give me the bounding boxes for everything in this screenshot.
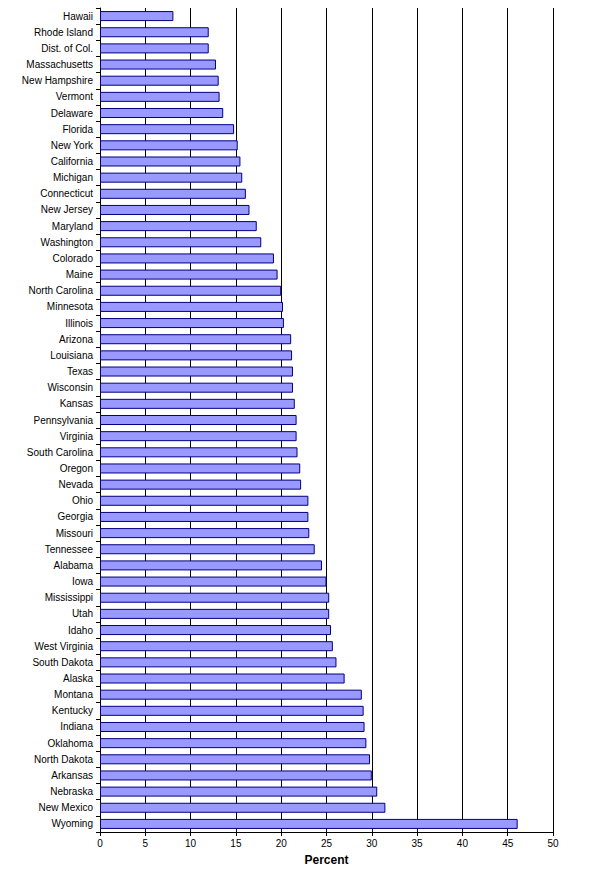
svg-text:Kansas: Kansas xyxy=(60,398,93,409)
svg-text:Montana: Montana xyxy=(54,689,93,700)
svg-text:Massachusetts: Massachusetts xyxy=(26,59,93,70)
svg-text:New York: New York xyxy=(51,140,94,151)
svg-text:Maine: Maine xyxy=(66,269,94,280)
svg-text:Mississippi: Mississippi xyxy=(45,592,93,603)
svg-text:Iowa: Iowa xyxy=(72,576,94,587)
svg-text:Wisconsin: Wisconsin xyxy=(47,382,93,393)
svg-text:Kentucky: Kentucky xyxy=(52,705,93,716)
svg-text:Washington: Washington xyxy=(41,237,93,248)
svg-text:Missouri: Missouri xyxy=(56,528,93,539)
svg-text:35: 35 xyxy=(412,838,424,849)
svg-text:West Virginia: West Virginia xyxy=(34,641,93,652)
svg-text:Texas: Texas xyxy=(67,366,93,377)
svg-text:Maryland: Maryland xyxy=(52,221,93,232)
svg-text:Alaska: Alaska xyxy=(63,673,93,684)
svg-text:Rhode Island: Rhode Island xyxy=(34,27,93,38)
svg-text:Arkansas: Arkansas xyxy=(51,770,93,781)
svg-text:15: 15 xyxy=(230,838,242,849)
svg-text:Oklahoma: Oklahoma xyxy=(47,738,93,749)
svg-text:Pennsylvania: Pennsylvania xyxy=(34,415,94,426)
svg-text:25: 25 xyxy=(321,838,333,849)
svg-text:Connecticut: Connecticut xyxy=(40,188,93,199)
svg-text:Nevada: Nevada xyxy=(59,479,94,490)
svg-text:50: 50 xyxy=(547,838,559,849)
svg-text:Arizona: Arizona xyxy=(59,334,93,345)
svg-text:Florida: Florida xyxy=(62,124,93,135)
svg-text:Nebraska: Nebraska xyxy=(50,786,93,797)
svg-text:Louisiana: Louisiana xyxy=(50,350,93,361)
svg-text:Ohio: Ohio xyxy=(72,495,94,506)
svg-text:South Carolina: South Carolina xyxy=(27,447,94,458)
svg-text:Idaho: Idaho xyxy=(68,625,93,636)
svg-text:New Hampshire: New Hampshire xyxy=(22,75,94,86)
svg-text:Utah: Utah xyxy=(72,608,93,619)
svg-text:Minnesota: Minnesota xyxy=(47,301,94,312)
svg-text:30: 30 xyxy=(366,838,378,849)
svg-text:Dist. of Col.: Dist. of Col. xyxy=(41,43,93,54)
svg-text:Percent: Percent xyxy=(304,853,348,867)
svg-text:Wyoming: Wyoming xyxy=(51,818,93,829)
svg-text:New Jersey: New Jersey xyxy=(41,204,93,215)
svg-text:Colorado: Colorado xyxy=(52,253,93,264)
svg-text:Georgia: Georgia xyxy=(57,511,93,522)
svg-text:Tennessee: Tennessee xyxy=(45,544,94,555)
svg-text:10: 10 xyxy=(185,838,197,849)
svg-text:North Dakota: North Dakota xyxy=(34,754,93,765)
svg-text:40: 40 xyxy=(457,838,469,849)
svg-text:Oregon: Oregon xyxy=(60,463,93,474)
svg-text:Delaware: Delaware xyxy=(51,108,94,119)
svg-text:Michigan: Michigan xyxy=(53,172,93,183)
svg-text:Vermont: Vermont xyxy=(56,91,93,102)
svg-text:45: 45 xyxy=(502,838,514,849)
svg-text:Virginia: Virginia xyxy=(60,431,94,442)
svg-text:New Mexico: New Mexico xyxy=(39,802,94,813)
svg-text:5: 5 xyxy=(143,838,149,849)
svg-text:Hawaii: Hawaii xyxy=(63,11,93,22)
svg-text:Alabama: Alabama xyxy=(54,560,94,571)
svg-text:South Dakota: South Dakota xyxy=(32,657,93,668)
svg-text:California: California xyxy=(51,156,94,167)
svg-text:20: 20 xyxy=(276,838,288,849)
svg-text:0: 0 xyxy=(97,838,103,849)
svg-text:Indiana: Indiana xyxy=(60,721,93,732)
svg-text:North Carolina: North Carolina xyxy=(29,285,94,296)
svg-text:Illinois: Illinois xyxy=(65,318,93,329)
